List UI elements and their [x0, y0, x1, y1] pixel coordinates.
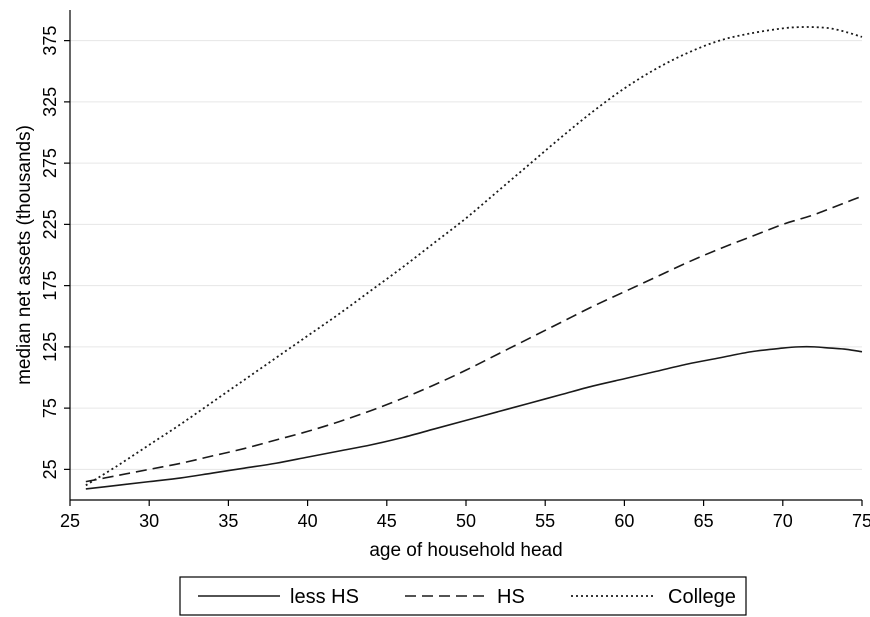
series-lines: [85, 26, 863, 490]
x-tick-label: 25: [60, 511, 80, 531]
x-tick-label: 50: [456, 511, 476, 531]
y-axis-label: median net assets (thousands): [14, 125, 35, 385]
series-line-less-hs: [85, 345, 863, 490]
y-tick-label: 25: [40, 459, 60, 479]
legend: less HS HS College: [179, 576, 747, 616]
legend-label: less HS: [290, 586, 359, 608]
y-tick-label: 225: [40, 209, 60, 239]
axes: [64, 10, 863, 506]
x-tick-label: 35: [218, 511, 238, 531]
gridlines: [70, 40, 862, 470]
y-tick-label: 125: [40, 332, 60, 362]
x-tick-label: 30: [139, 511, 159, 531]
y-tick-label: 375: [40, 26, 60, 56]
x-tick-label: 60: [614, 511, 634, 531]
legend-label: College: [668, 586, 736, 608]
series-line-college: [85, 26, 863, 487]
tick-labels: 25 30 35 40 45 50 55 60 65 70 75 25 75 125 175 225 275 32…: [40, 26, 870, 531]
y-tick-label: 325: [40, 87, 60, 117]
series-line-hs: [85, 195, 863, 483]
x-tick-label: 40: [298, 511, 318, 531]
x-axis-label: age of household head: [369, 540, 562, 561]
x-tick-label: 75: [852, 511, 870, 531]
x-tick-label: 55: [535, 511, 555, 531]
x-tick-label: 70: [773, 511, 793, 531]
y-tick-label: 75: [40, 398, 60, 418]
legend-label: HS: [497, 586, 525, 608]
x-tick-label: 45: [377, 511, 397, 531]
y-tick-label: 175: [40, 271, 60, 301]
x-tick-label: 65: [694, 511, 714, 531]
y-tick-label: 275: [40, 148, 60, 178]
